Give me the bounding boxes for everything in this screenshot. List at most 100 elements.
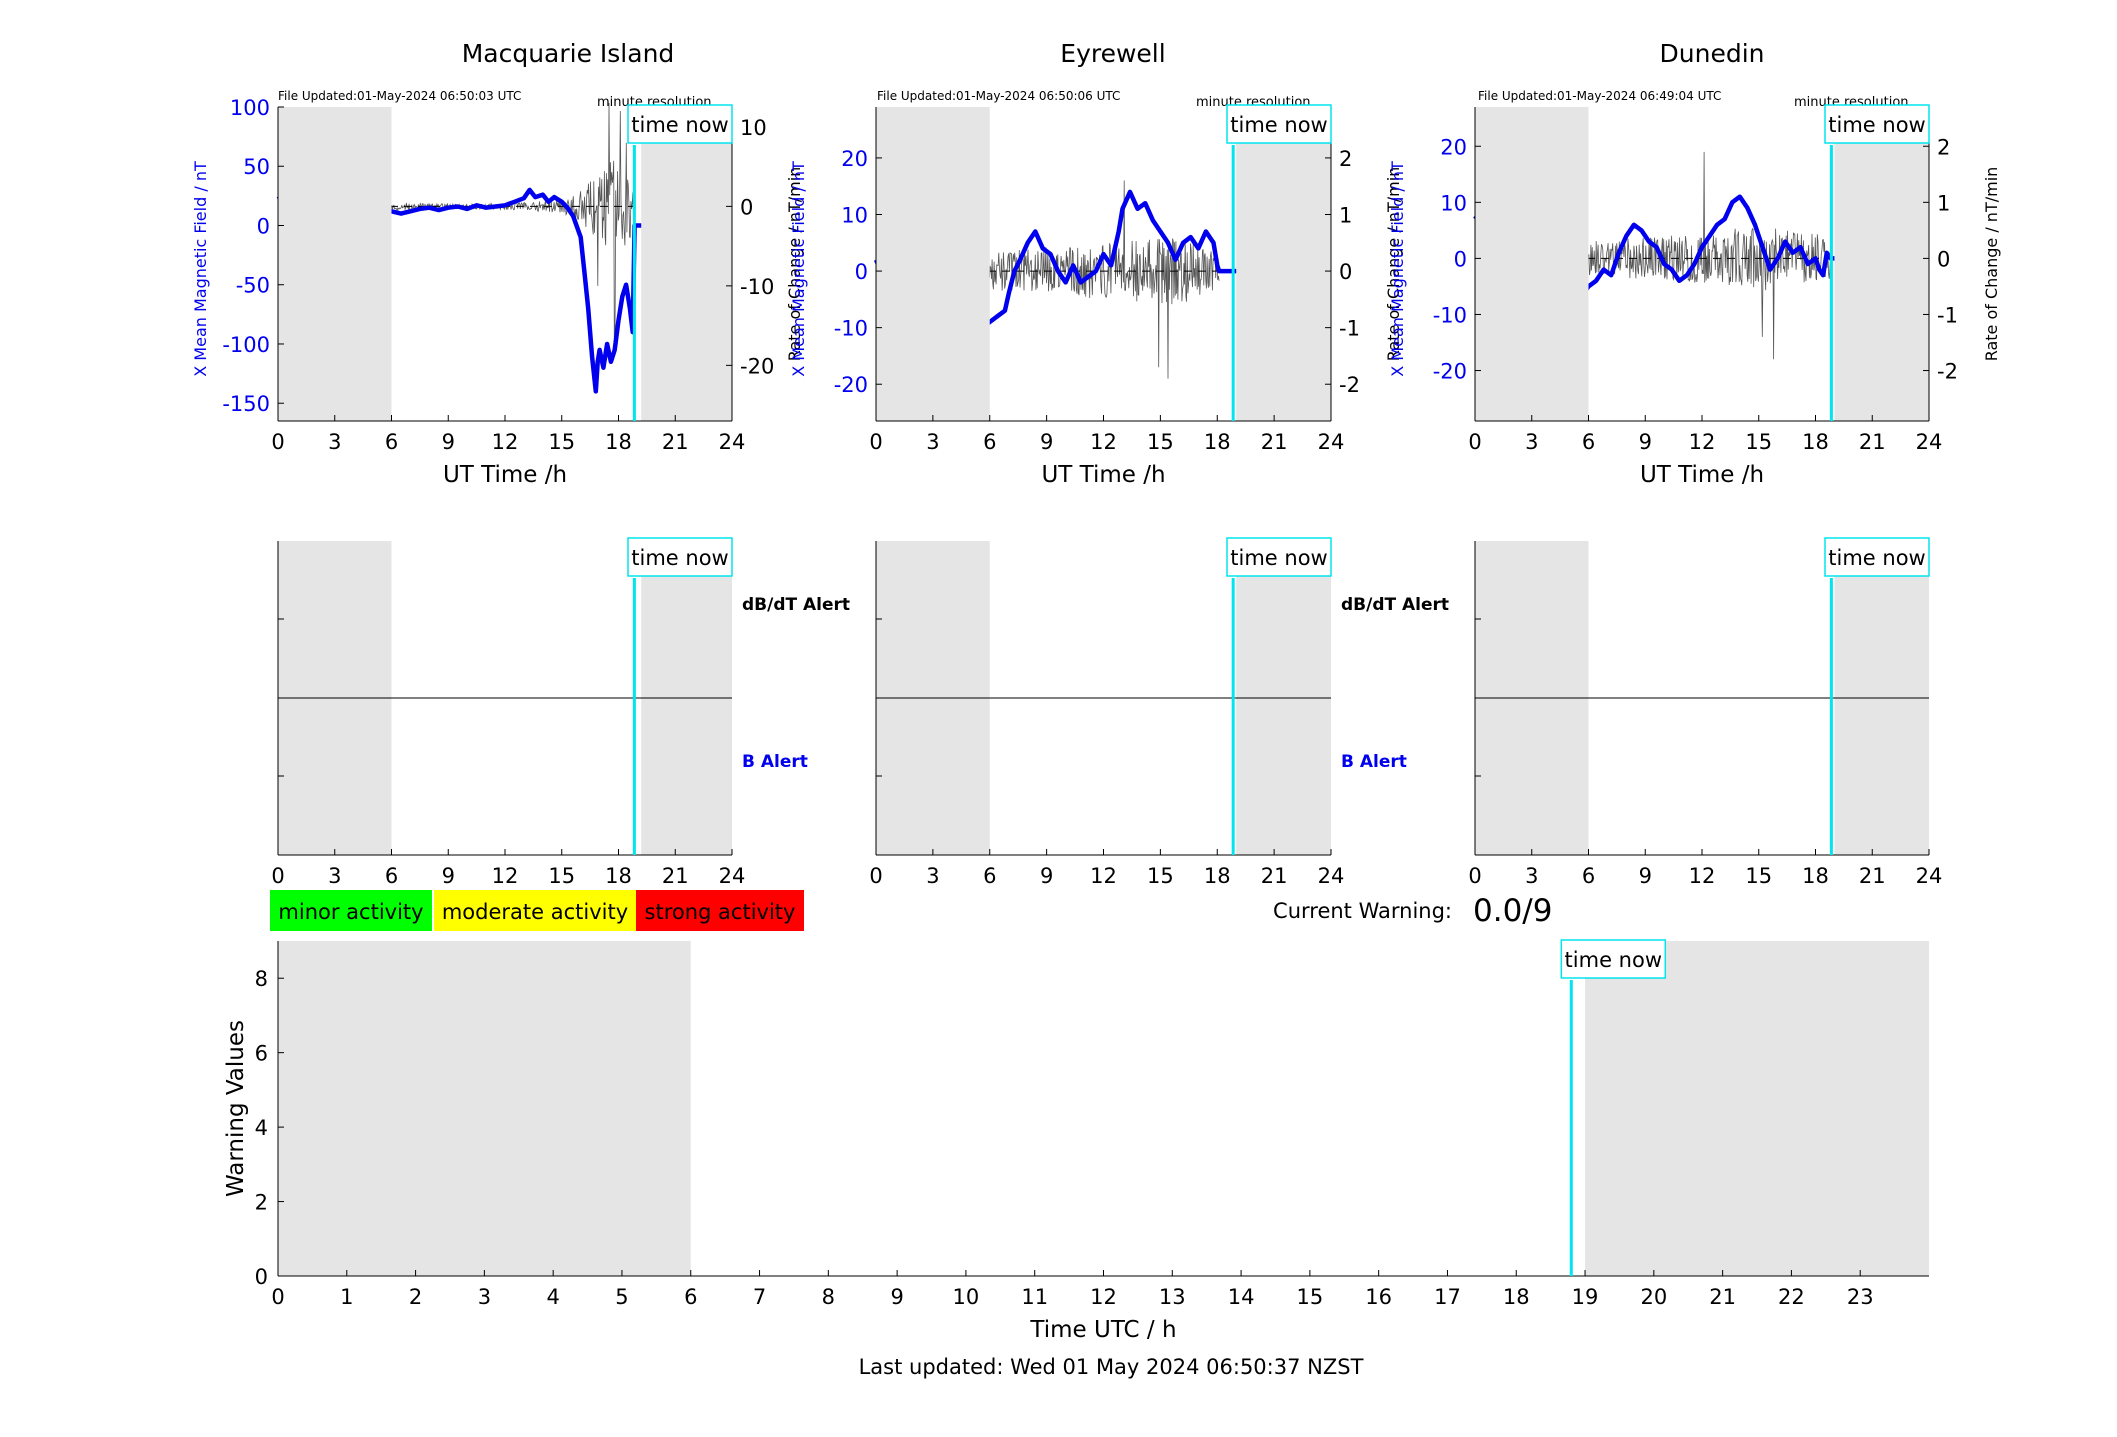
station-1-x-tick-label: 9 (1040, 430, 1053, 454)
station-1-y2-tick-label: -2 (1339, 373, 1360, 397)
warning-x-tick-label: 7 (753, 1285, 766, 1309)
alert-1-time-now-box (1226, 537, 1332, 577)
station-0-y-tick-label: -50 (236, 274, 270, 298)
station-0-y-tick-label: 0 (257, 214, 270, 238)
alert-2-x-tick-label: 3 (1525, 864, 1538, 888)
warning-x-tick-label: 15 (1297, 1285, 1324, 1309)
alert-0-x-tick-label: 3 (328, 864, 341, 888)
warning-time-now-label: time now (1565, 948, 1662, 972)
station-2-time-now-box (1824, 104, 1930, 144)
station-2-y-tick-label: 20 (1440, 135, 1467, 159)
station-1-y-tick-label: -20 (834, 373, 868, 397)
alert-1-b-alert-label: B Alert (1341, 752, 1407, 772)
station-0-y-tick-label: 100 (230, 96, 270, 120)
station-1-y2-tick-label: 0 (1339, 260, 1352, 284)
warning-x-tick-label: 13 (1159, 1285, 1186, 1309)
station-1-y-tick-label: 10 (841, 203, 868, 227)
alert-1-x-tick-label: 0 (869, 864, 882, 888)
alert-1-x-tick-label: 9 (1040, 864, 1053, 888)
alert-0-x-tick-label: 24 (719, 864, 746, 888)
warning-x-tick-label: 2 (409, 1285, 422, 1309)
station-1-time-now-box (1226, 104, 1332, 144)
station-1-x-tick-label: 3 (926, 430, 939, 454)
station-0-x-tick-label: 9 (442, 430, 455, 454)
station-0-xlabel: UT Time /h (443, 462, 567, 488)
station-1-y2-tick-label: 1 (1339, 203, 1352, 227)
station-1-x-tick-label: 12 (1090, 430, 1117, 454)
station-1-y2label: Rate of Change / nT/min (1384, 167, 1403, 362)
station-1-y-tick-label: -10 (834, 317, 868, 341)
alert-0-x-tick-label: 12 (492, 864, 519, 888)
station-1-x-tick-label: 15 (1147, 430, 1174, 454)
warning-x-tick-label: 23 (1847, 1285, 1874, 1309)
warning-x-tick-label: 17 (1434, 1285, 1461, 1309)
warning-ylabel: Warning Values (223, 1020, 249, 1197)
warning-shaded-period-0 (278, 941, 691, 1276)
station-0-y2-tick-label: -20 (740, 354, 774, 378)
file-updated-dunedin: File Updated:01-May-2024 06:49:04 UTC (1478, 89, 1721, 103)
station-0-x-tick-label: 21 (662, 430, 689, 454)
alert-1-x-tick-label: 12 (1090, 864, 1117, 888)
station-0-y-tick-label: -100 (222, 333, 270, 357)
alert-0-dbdt-alert-label: dB/dT Alert (742, 595, 850, 615)
alert-0-x-tick-label: 9 (442, 864, 455, 888)
warning-x-tick-label: 3 (478, 1285, 491, 1309)
station-1-time-now-label: time now (1230, 113, 1327, 137)
alert-2-x-tick-label: 18 (1802, 864, 1829, 888)
warning-x-tick-label: 12 (1090, 1285, 1117, 1309)
station-2-y2label: Rate of Change / nT/min (1982, 167, 2001, 362)
alert-2-x-tick-label: 15 (1745, 864, 1772, 888)
station-2-y-tick-label: -20 (1433, 360, 1467, 384)
station-1-y-tick-label: 20 (841, 147, 868, 171)
station-1-x-tick-label: 21 (1261, 430, 1288, 454)
station-0-y2-tick-label: 0 (740, 195, 753, 219)
alert-2-x-tick-label: 0 (1468, 864, 1481, 888)
station-0-x-tick-label: 24 (719, 430, 746, 454)
alert-1-x-tick-label: 21 (1261, 864, 1288, 888)
station-1-shaded-period-1 (1236, 107, 1331, 421)
warning-time-now-box (1560, 939, 1667, 979)
station-2-ylabel: X Mean Magnetic Field / nT (1388, 161, 1407, 377)
station-2-y2-tick-label: -1 (1937, 303, 1958, 327)
warning-x-tick-label: 19 (1572, 1285, 1599, 1309)
station-2-y-tick-label: 0 (1454, 247, 1467, 271)
station-2-y2-tick-label: 2 (1937, 135, 1950, 159)
station-1-x-tick-label: 24 (1318, 430, 1345, 454)
file-updated-macquarie: File Updated:01-May-2024 06:50:03 UTC (278, 89, 521, 103)
station-0-time-now-box (627, 104, 733, 144)
alert-1-x-tick-label: 24 (1318, 864, 1345, 888)
station-2-y-tick-label: -10 (1433, 303, 1467, 327)
current-warning-value: 0.0/9 (1473, 893, 1552, 929)
station-2-shaded-period-0 (1475, 107, 1589, 421)
station-0-x-tick-label: 3 (328, 430, 341, 454)
alert-2-time-now-box (1824, 537, 1930, 577)
warning-x-tick-label: 14 (1228, 1285, 1255, 1309)
station-title-macquarie: Macquarie Island (462, 39, 675, 68)
alert-0-x-tick-label: 18 (605, 864, 632, 888)
warning-x-tick-label: 22 (1778, 1285, 1805, 1309)
station-1-xlabel: UT Time /h (1041, 462, 1165, 488)
station-0-shaded-period-1 (641, 107, 732, 421)
warning-x-tick-label: 0 (271, 1285, 284, 1309)
station-2-x-tick-label: 24 (1916, 430, 1943, 454)
warning-x-tick-label: 16 (1365, 1285, 1392, 1309)
warning-x-tick-label: 20 (1640, 1285, 1667, 1309)
legend-moderate-swatch (434, 890, 636, 931)
warning-x-tick-label: 5 (615, 1285, 628, 1309)
legend-minor-label: minor activity (278, 900, 423, 924)
alert-0-time-now-label: time now (631, 546, 728, 570)
station-1-x-tick-label: 18 (1204, 430, 1231, 454)
alert-0-x-tick-label: 21 (662, 864, 689, 888)
station-2-y2-tick-label: 0 (1937, 247, 1950, 271)
station-1-x-tick-label: 0 (869, 430, 882, 454)
current-warning-label: Current Warning: (1273, 899, 1452, 923)
alert-1-x-tick-label: 6 (983, 864, 996, 888)
warning-x-tick-label: 6 (684, 1285, 697, 1309)
station-0-shaded-period-0 (278, 107, 392, 421)
station-1-x-tick-label: 6 (983, 430, 996, 454)
alert-1-x-tick-label: 15 (1147, 864, 1174, 888)
alert-0-x-tick-label: 0 (271, 864, 284, 888)
last-updated: Last updated: Wed 01 May 2024 06:50:37 N… (859, 1355, 1364, 1379)
alert-1-x-tick-label: 3 (926, 864, 939, 888)
